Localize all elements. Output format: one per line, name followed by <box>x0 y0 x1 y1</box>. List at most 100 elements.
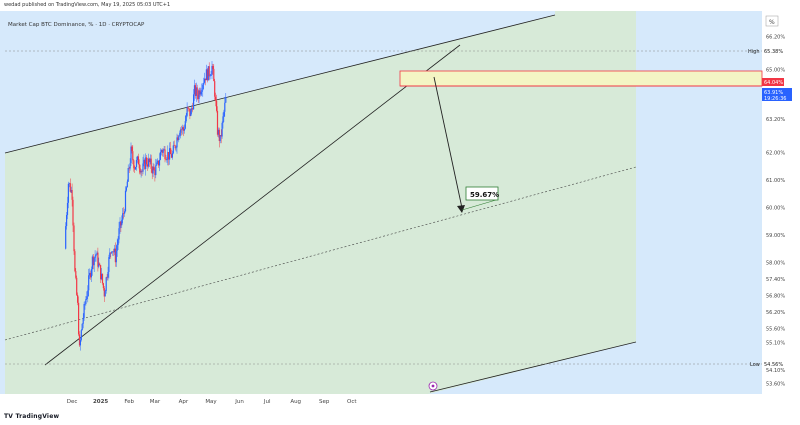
candle[interactable] <box>108 257 110 272</box>
candle[interactable] <box>219 135 221 141</box>
candle[interactable] <box>192 108 194 110</box>
candle[interactable] <box>186 107 188 116</box>
candle[interactable] <box>125 187 127 191</box>
candle[interactable] <box>113 248 115 253</box>
candle[interactable] <box>217 129 219 135</box>
candle[interactable] <box>137 156 139 165</box>
candle[interactable] <box>88 275 90 291</box>
candle[interactable] <box>78 334 81 346</box>
candle[interactable] <box>172 145 174 154</box>
candle[interactable] <box>178 135 180 140</box>
candle[interactable] <box>94 256 96 258</box>
candle[interactable] <box>204 78 207 81</box>
candle[interactable] <box>170 154 173 158</box>
candle[interactable] <box>218 129 220 141</box>
candle[interactable] <box>122 213 124 220</box>
candle[interactable] <box>136 156 138 160</box>
candle[interactable] <box>174 145 176 149</box>
candle[interactable] <box>221 123 223 137</box>
candle[interactable] <box>82 317 84 324</box>
candle[interactable] <box>200 91 202 95</box>
candle[interactable] <box>166 159 168 160</box>
candle[interactable] <box>102 283 104 289</box>
candle[interactable] <box>87 290 89 297</box>
candle[interactable] <box>206 69 208 81</box>
candle[interactable] <box>191 108 193 111</box>
candle[interactable] <box>121 219 123 226</box>
candle[interactable] <box>112 251 114 252</box>
candle[interactable] <box>210 74 212 76</box>
candle[interactable] <box>134 168 136 170</box>
candle[interactable] <box>215 96 217 101</box>
candlestick-series[interactable] <box>65 61 227 351</box>
candle[interactable] <box>141 170 143 172</box>
candle[interactable] <box>139 168 141 173</box>
candle[interactable] <box>182 127 184 131</box>
candle[interactable] <box>190 110 192 116</box>
candle[interactable] <box>124 190 127 212</box>
candle[interactable] <box>199 90 201 95</box>
candle[interactable] <box>170 148 172 155</box>
candle[interactable] <box>164 149 166 160</box>
candle[interactable] <box>76 277 78 295</box>
candle[interactable] <box>68 183 70 184</box>
candle[interactable] <box>156 162 158 166</box>
target-box[interactable] <box>465 186 499 201</box>
candle[interactable] <box>81 323 83 331</box>
candle[interactable] <box>107 272 109 278</box>
candle[interactable] <box>175 147 177 149</box>
candle[interactable] <box>216 110 219 135</box>
candle[interactable] <box>65 226 67 249</box>
candle[interactable] <box>103 288 105 297</box>
candle[interactable] <box>154 170 156 176</box>
candle[interactable] <box>118 228 120 240</box>
candle[interactable] <box>98 263 100 267</box>
candle[interactable] <box>201 90 203 92</box>
candle[interactable] <box>183 128 185 131</box>
candle[interactable] <box>79 340 81 346</box>
candle[interactable] <box>67 183 69 203</box>
candle[interactable] <box>77 294 79 303</box>
candle[interactable] <box>163 149 165 150</box>
candle[interactable] <box>144 159 146 169</box>
candle[interactable] <box>189 108 191 116</box>
candle[interactable] <box>204 78 206 83</box>
candle[interactable] <box>148 158 150 163</box>
candle[interactable] <box>193 85 196 95</box>
candle[interactable] <box>158 160 160 166</box>
candle[interactable] <box>90 269 92 278</box>
candle[interactable] <box>161 150 163 153</box>
candle[interactable] <box>220 135 222 137</box>
candle[interactable] <box>202 84 204 91</box>
candle[interactable] <box>184 121 186 129</box>
candle[interactable] <box>112 251 115 253</box>
candle[interactable] <box>223 111 225 117</box>
candle[interactable] <box>78 302 80 335</box>
candle[interactable] <box>197 94 199 99</box>
candle[interactable] <box>99 263 101 266</box>
candle[interactable] <box>109 252 111 258</box>
candle[interactable] <box>111 251 113 253</box>
candle[interactable] <box>155 165 157 176</box>
candle[interactable] <box>115 250 117 263</box>
candle[interactable] <box>72 199 74 226</box>
candle[interactable] <box>93 257 95 266</box>
candle[interactable] <box>66 215 68 227</box>
candle[interactable] <box>160 150 162 152</box>
candle[interactable] <box>179 132 181 136</box>
candle[interactable] <box>177 137 179 141</box>
candle[interactable] <box>129 163 131 169</box>
candle[interactable] <box>151 168 153 174</box>
candle[interactable] <box>97 252 99 267</box>
candle[interactable] <box>85 299 87 304</box>
candle[interactable] <box>165 159 167 160</box>
candle[interactable] <box>135 167 137 170</box>
candle[interactable] <box>187 107 189 109</box>
candle[interactable] <box>193 94 195 110</box>
projection-arrow[interactable] <box>433 76 463 209</box>
channel-upper-line[interactable] <box>4 14 556 154</box>
candle[interactable] <box>135 160 138 167</box>
candle[interactable] <box>130 146 132 164</box>
candle[interactable] <box>143 159 145 164</box>
candle[interactable] <box>216 100 218 111</box>
